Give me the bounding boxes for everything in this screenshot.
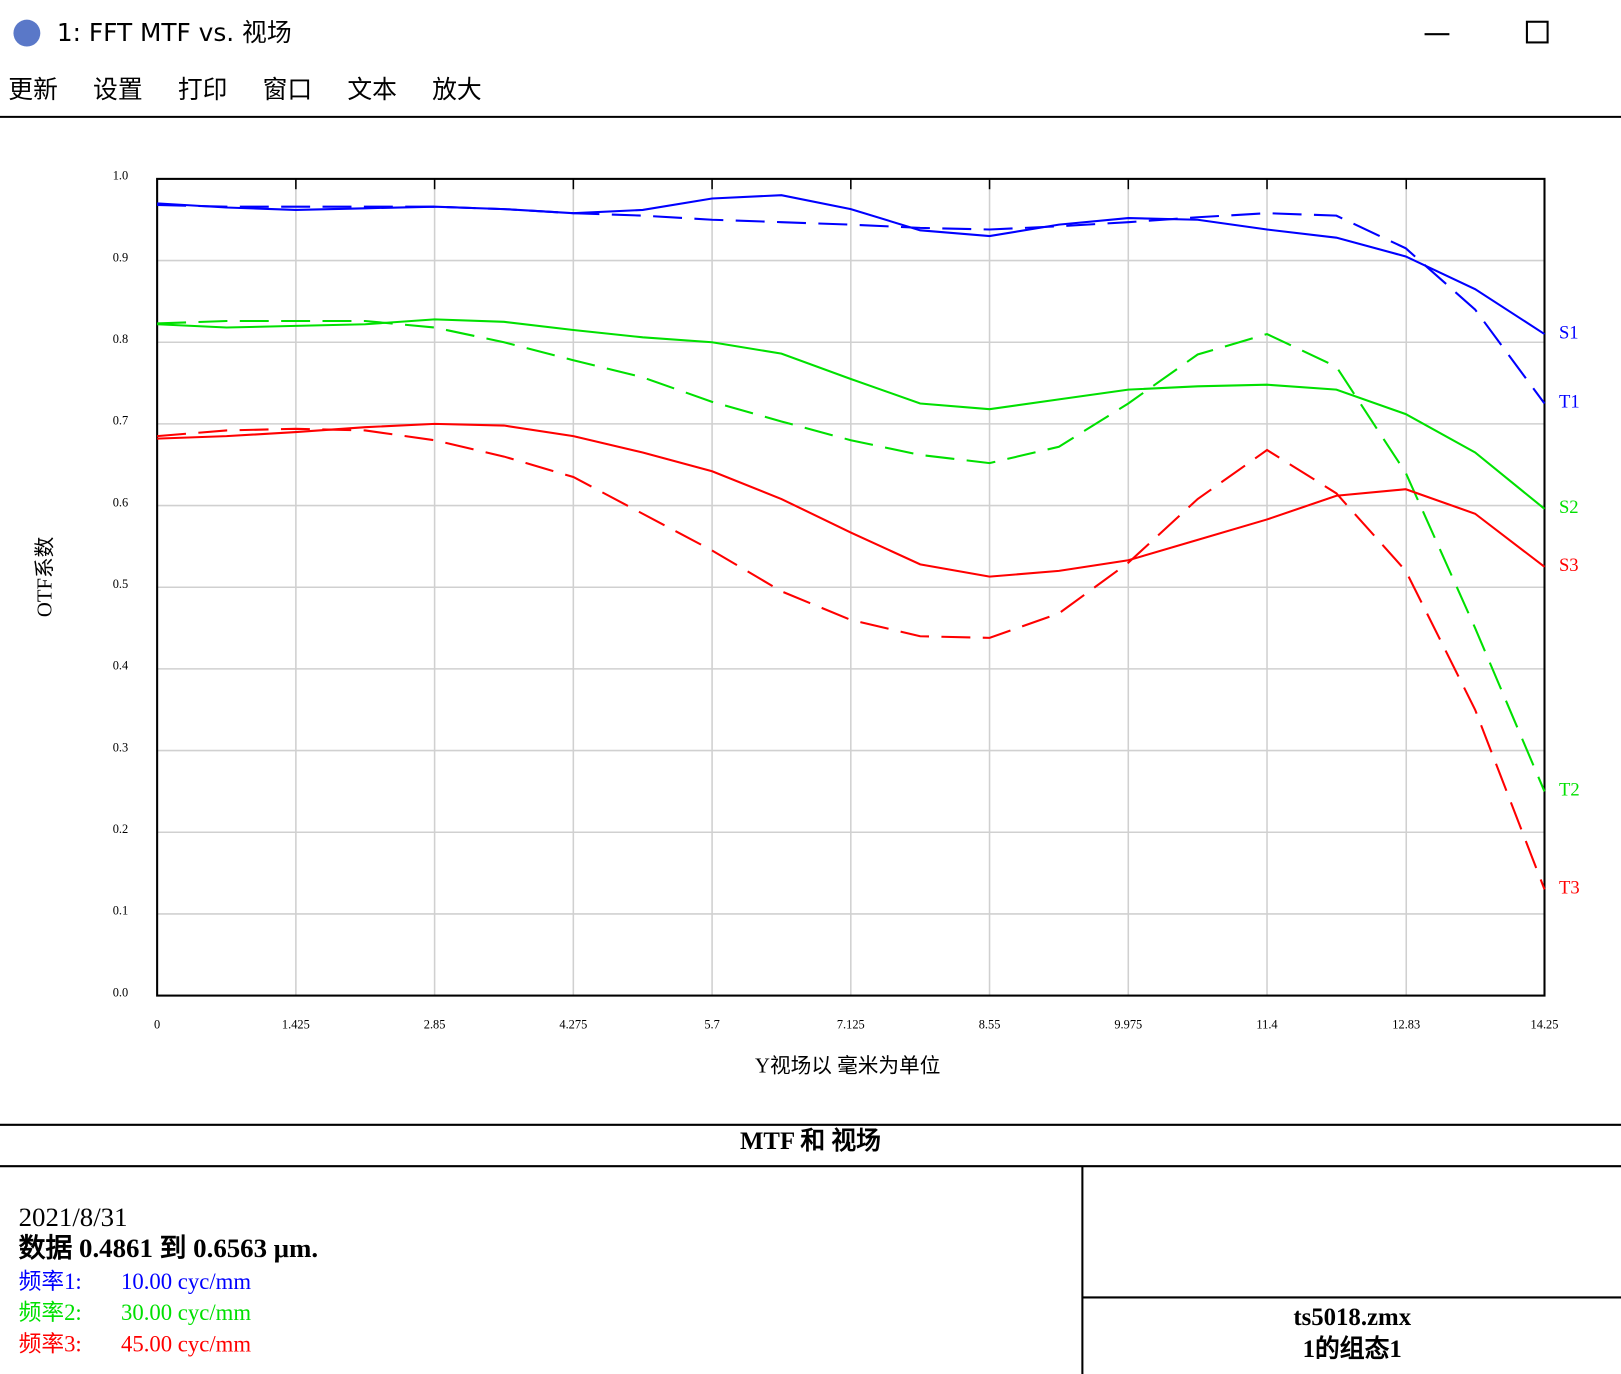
frequency-value: 30.00 cyc/mm xyxy=(121,1300,251,1325)
y-tick-label: 0.6 xyxy=(113,495,128,509)
menu-item[interactable]: 更新 xyxy=(8,75,58,104)
menu-bar: 更新 设置 打印 窗口 文本 放大 xyxy=(8,75,481,104)
x-tick-label: 0 xyxy=(154,1017,160,1031)
x-tick-label: 11.4 xyxy=(1256,1017,1277,1031)
menu-item[interactable]: 设置 xyxy=(93,75,143,104)
x-tick-label: 7.125 xyxy=(837,1017,865,1031)
x-tick-label: 4.275 xyxy=(559,1017,587,1031)
menu-item[interactable]: 窗口 xyxy=(263,75,313,104)
x-tick-label: 12.83 xyxy=(1392,1017,1420,1031)
series-line xyxy=(157,422,1546,578)
plot: 0.0 0.1 0.2 0.3 0.4 0.5 0.6 0.7 0.8 0.9 1.0 0 1.425 2… xyxy=(113,169,1580,1032)
x-tick-label: 8.55 xyxy=(979,1017,1001,1031)
frequency-label: 频率2: xyxy=(19,1300,82,1325)
series-label: T3 xyxy=(1559,878,1580,899)
series-label: T2 xyxy=(1559,780,1580,801)
x-tick-label: 14.25 xyxy=(1531,1017,1559,1031)
menu-item[interactable]: 文本 xyxy=(347,75,397,104)
y-axis-title: OTF系数 xyxy=(33,536,56,617)
x-tick-label: 9.975 xyxy=(1114,1017,1142,1031)
y-tick-label: 0.7 xyxy=(113,414,128,428)
footer-title: MTF 和 视场 xyxy=(740,1127,881,1155)
menu-item[interactable]: 打印 xyxy=(178,75,228,104)
menu-item[interactable]: 放大 xyxy=(432,75,482,104)
frequency-list: 频率1: 10.00 cyc/mm 频率2: 30.00 cyc/mm 频率3: 45.0… xyxy=(19,1269,252,1356)
y-tick-label: 0.1 xyxy=(113,904,128,918)
y-tick-label: 0.8 xyxy=(113,332,128,346)
date: 2021/8/31 xyxy=(19,1202,128,1232)
series-line xyxy=(157,203,1546,405)
y-tick-label: 0.5 xyxy=(113,577,128,591)
series-label: T1 xyxy=(1559,392,1580,413)
frequency-value: 10.00 cyc/mm xyxy=(121,1269,251,1294)
frequency-label: 频率3: xyxy=(19,1331,82,1356)
y-tick-label: 0.9 xyxy=(113,250,128,264)
plot-frame xyxy=(156,177,1546,997)
series-label: S1 xyxy=(1559,322,1579,343)
y-tick-label: 0.4 xyxy=(113,659,128,673)
x-axis-title: Y视场以 毫米为单位 xyxy=(755,1055,940,1078)
y-tick-label: 0.0 xyxy=(113,985,128,999)
series-label: S3 xyxy=(1559,555,1579,576)
y-tick-label: 1.0 xyxy=(113,169,128,183)
y-tick-label: 0.2 xyxy=(113,822,128,836)
file-name: ts5018.zmx xyxy=(1293,1304,1411,1331)
frequency-label: 频率1: xyxy=(19,1269,82,1294)
series-line xyxy=(157,319,1546,792)
y-tick-label: 0.3 xyxy=(113,740,128,754)
x-tick-label: 1.425 xyxy=(282,1017,310,1031)
series-line xyxy=(157,427,1546,890)
config: 1的组态1 xyxy=(1303,1334,1402,1363)
series-line xyxy=(157,194,1546,335)
data-range: 数据 0.4861 到 0.6563 μm. xyxy=(19,1233,318,1263)
title-area xyxy=(0,0,1621,116)
x-tick-label: 5.7 xyxy=(704,1017,720,1031)
x-tick-label: 2.85 xyxy=(424,1017,446,1031)
series-label: S2 xyxy=(1559,497,1579,518)
maximize-button[interactable] xyxy=(1525,20,1549,44)
window-title: 1: FFT MTF vs. 视场 xyxy=(57,18,292,47)
app-icon xyxy=(13,19,41,47)
frequency-value: 45.00 cyc/mm xyxy=(121,1331,251,1356)
